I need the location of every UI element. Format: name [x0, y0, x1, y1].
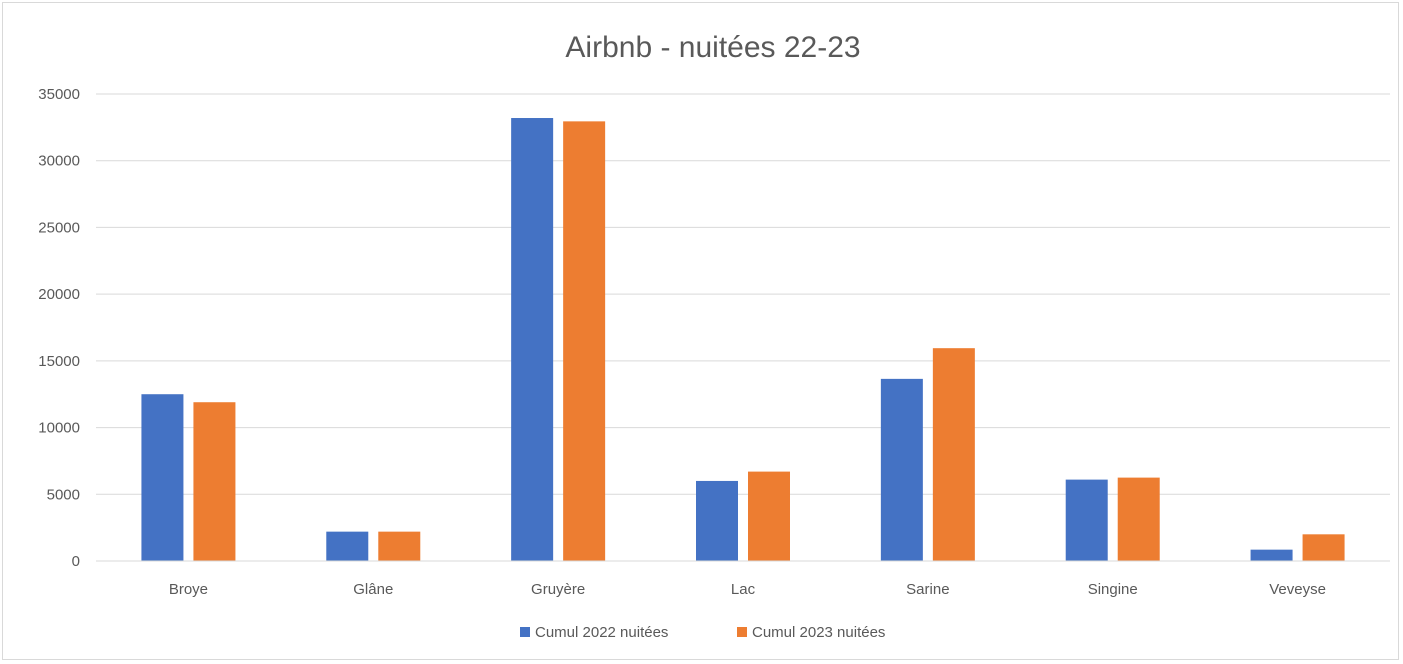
- bar-2023-broye: [193, 402, 236, 561]
- x-tick-label: Lac: [731, 581, 756, 598]
- x-tick-label: Gruyère: [531, 581, 585, 598]
- bars: [141, 118, 1345, 562]
- bar-2023-lac: [748, 471, 790, 561]
- y-tick-label: 10000: [38, 420, 80, 437]
- legend-swatch: [520, 627, 530, 637]
- legend-swatch: [737, 627, 747, 637]
- bar-2022-sarine: [880, 378, 923, 561]
- bar-2022-veveyse: [1250, 549, 1293, 561]
- bar-2023-veveyse: [1302, 534, 1345, 561]
- y-tick-label: 20000: [38, 286, 80, 303]
- legend-label: Cumul 2022 nuitées: [535, 624, 668, 641]
- y-axis-tick-labels: 0 5000 10000 15000 20000 25000 30000 35000: [38, 86, 80, 570]
- bar-2022-glâne: [326, 531, 369, 561]
- x-axis-tick-labels: Broye Glâne Gruyère Lac Sarine Singine Veveyse: [169, 581, 1326, 598]
- bar-2022-singine: [1065, 479, 1108, 561]
- x-tick-label: Glâne: [353, 581, 393, 598]
- y-tick-label: 35000: [38, 86, 80, 103]
- y-tick-label: 5000: [47, 486, 80, 503]
- bar-2023-gruyère: [563, 121, 606, 562]
- bar-2022-broye: [141, 394, 184, 561]
- x-tick-label: Veveyse: [1269, 581, 1326, 598]
- x-tick-label: Singine: [1088, 581, 1138, 598]
- x-tick-label: Broye: [169, 581, 208, 598]
- bar-2022-lac: [696, 480, 738, 561]
- bar-2023-glâne: [378, 531, 421, 561]
- legend: Cumul 2022 nuitées Cumul 2023 nuitées: [520, 624, 885, 641]
- x-tick-label: Sarine: [906, 581, 949, 598]
- chart-title: Airbnb - nuitées 22-23: [565, 31, 860, 64]
- bar-2023-singine: [1117, 477, 1160, 561]
- y-tick-label: 15000: [38, 353, 80, 370]
- y-tick-label: 25000: [38, 219, 80, 236]
- y-tick-label: 0: [72, 553, 80, 570]
- gridlines: [96, 93, 1390, 495]
- bar-2023-sarine: [932, 348, 975, 561]
- y-tick-label: 30000: [38, 153, 80, 170]
- bar-2022-gruyère: [511, 118, 554, 561]
- legend-label: Cumul 2023 nuitées: [752, 624, 885, 641]
